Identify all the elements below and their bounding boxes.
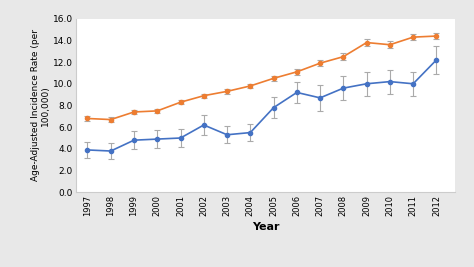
Y-axis label: Age-Adjusted Incidence Rate (per
100,000): Age-Adjusted Incidence Rate (per 100,000… <box>31 29 50 182</box>
X-axis label: Year: Year <box>252 222 279 232</box>
